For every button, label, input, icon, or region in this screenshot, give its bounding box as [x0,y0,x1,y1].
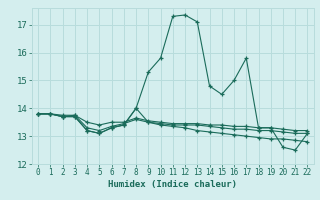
X-axis label: Humidex (Indice chaleur): Humidex (Indice chaleur) [108,180,237,189]
